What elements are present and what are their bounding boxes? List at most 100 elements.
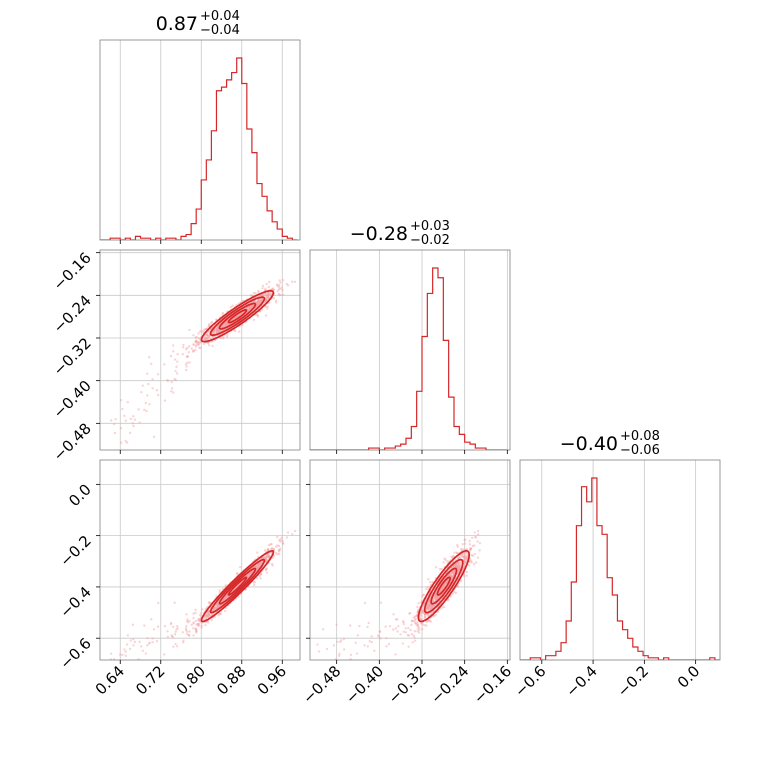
scatter-point xyxy=(428,603,432,606)
scatter-point xyxy=(325,647,329,651)
scatter-point xyxy=(257,299,261,303)
scatter-point xyxy=(476,540,479,543)
scatter-point xyxy=(206,612,209,616)
scatter-point xyxy=(174,369,177,373)
scatter-point xyxy=(195,335,198,339)
scatter-point xyxy=(428,608,431,611)
scatter-point xyxy=(207,610,210,613)
scatter-point xyxy=(430,606,434,609)
scatter-point xyxy=(224,595,227,599)
scatter-point xyxy=(401,642,404,645)
scatter-point xyxy=(257,303,260,306)
title-upper: +0.03 xyxy=(410,219,450,234)
scatter-point xyxy=(109,652,113,655)
scatter-point xyxy=(448,574,451,577)
scatter-point xyxy=(293,529,297,533)
scatter-point xyxy=(448,573,451,577)
scatter-point xyxy=(207,341,210,344)
scatter-point xyxy=(332,644,336,647)
scatter-point xyxy=(440,586,444,589)
scatter-point xyxy=(247,306,251,309)
scatter-point xyxy=(418,628,421,631)
scatter-point xyxy=(157,601,160,605)
scatter-point xyxy=(235,315,238,318)
scatter-point xyxy=(463,562,466,566)
scatter-point xyxy=(256,303,259,306)
scatter-point xyxy=(219,336,222,340)
scatter-point xyxy=(266,554,269,558)
scatter-point xyxy=(148,403,151,406)
scatter-point xyxy=(460,549,464,552)
scatter-point xyxy=(266,553,269,557)
scatter-point xyxy=(197,623,200,626)
scatter-point xyxy=(246,575,250,578)
scatter-point xyxy=(169,390,173,393)
scatter-point xyxy=(255,566,259,570)
scatter-point xyxy=(427,606,430,609)
scatter-point xyxy=(198,330,202,333)
scatter-point xyxy=(223,597,227,601)
scatter-point xyxy=(205,615,209,618)
scatter-point xyxy=(428,598,431,602)
scatter-point xyxy=(205,337,209,341)
scatter-point xyxy=(257,564,260,567)
scatter-point xyxy=(471,544,475,548)
scatter-point xyxy=(433,604,436,607)
scatter-point xyxy=(451,566,454,569)
scatter-point xyxy=(174,630,177,633)
scatter-point xyxy=(185,368,188,372)
scatter-point xyxy=(192,349,195,352)
scatter-point xyxy=(194,345,198,348)
scatter-point xyxy=(402,622,406,626)
scatter-point xyxy=(454,564,457,568)
scatter-point xyxy=(411,641,414,644)
scatter-point xyxy=(429,603,432,607)
scatter-point xyxy=(450,555,453,559)
scatter-point xyxy=(435,595,439,599)
scatter-point xyxy=(456,543,459,547)
scatter-point xyxy=(206,615,209,618)
scatter-point xyxy=(192,334,195,337)
scatter-point xyxy=(124,650,127,653)
scatter-point xyxy=(474,536,478,539)
scatter-point xyxy=(378,635,381,639)
scatter-point xyxy=(268,554,271,558)
scatter-point xyxy=(260,293,264,297)
scatter-point xyxy=(420,610,423,613)
scatter-point xyxy=(412,634,415,637)
scatter-point xyxy=(339,640,342,644)
scatter-point xyxy=(225,593,229,597)
scatter-point xyxy=(420,610,423,613)
scatter-point xyxy=(224,323,228,326)
scatter-point xyxy=(248,306,251,309)
scatter-point xyxy=(217,614,220,617)
scatter-point xyxy=(253,565,256,569)
scatter-point xyxy=(376,634,380,637)
panel-1-1 xyxy=(309,249,511,451)
scatter-point xyxy=(216,603,219,606)
scatter-point xyxy=(267,292,270,295)
scatter-point xyxy=(206,337,210,340)
scatter-point xyxy=(204,614,208,618)
scatter-point xyxy=(257,299,261,303)
scatter-point xyxy=(205,336,208,340)
scatter-point xyxy=(207,612,211,615)
scatter-point xyxy=(262,294,265,297)
scatter-point xyxy=(256,568,259,571)
scatter-point xyxy=(423,623,426,627)
scatter-point xyxy=(207,601,211,604)
histogram-1 xyxy=(310,267,508,450)
scatter-point xyxy=(254,564,257,568)
scatter-point xyxy=(257,301,260,304)
scatter-point xyxy=(204,616,207,620)
scatter-point xyxy=(421,608,425,611)
scatter-point xyxy=(463,556,467,560)
scatter-point xyxy=(186,361,189,364)
scatter-point xyxy=(141,384,145,387)
scatter-point xyxy=(217,330,221,334)
scatter-point xyxy=(274,301,278,304)
scatter-point xyxy=(215,329,218,333)
scatter-point xyxy=(156,625,160,628)
x-tick-label: −0.4 xyxy=(562,662,600,700)
scatter-point xyxy=(169,622,173,626)
